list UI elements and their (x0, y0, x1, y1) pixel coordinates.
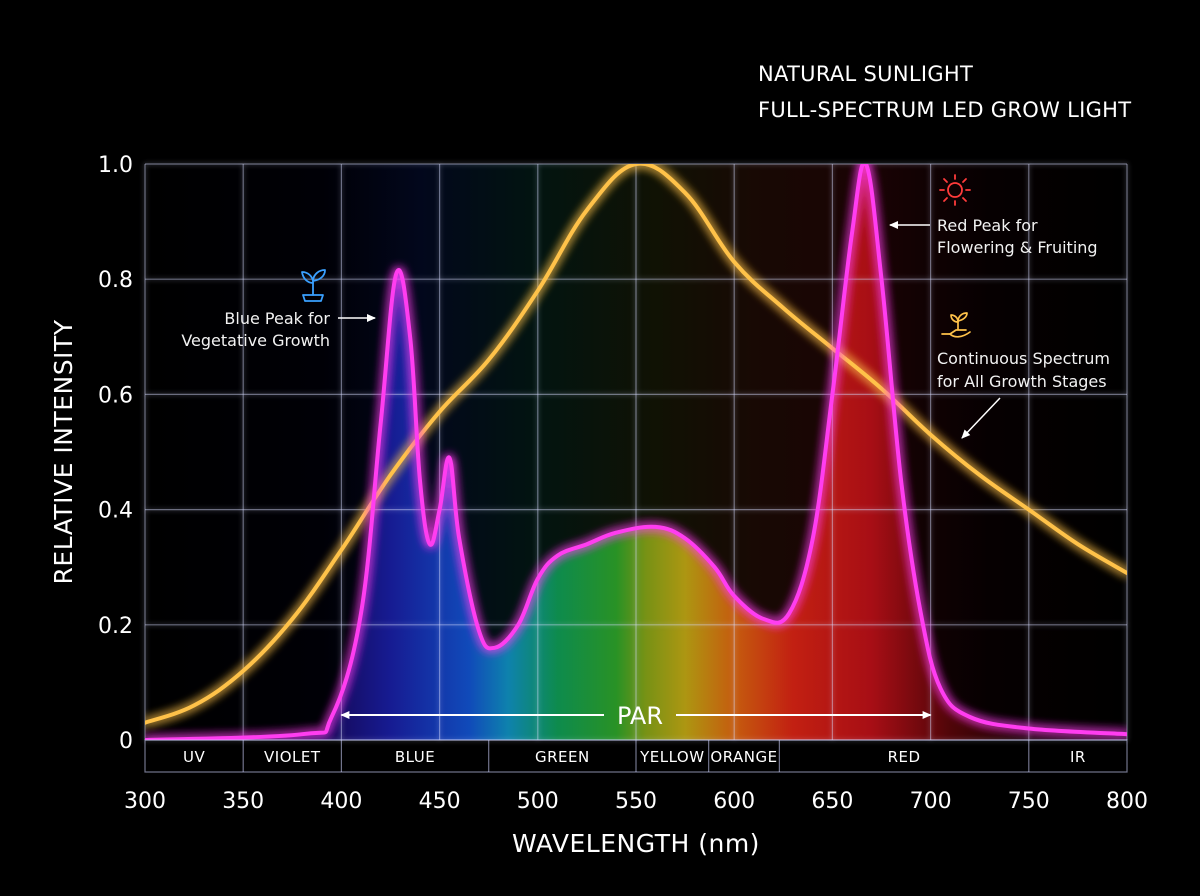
x-tick-label: 350 (222, 789, 264, 814)
led-series-line (145, 164, 1127, 740)
band-label-violet: VIOLET (264, 748, 321, 766)
x-tick-label: 650 (811, 789, 853, 814)
band-label-orange: ORANGE (710, 748, 777, 766)
band-label-ir: IR (1070, 748, 1086, 766)
band-label-blue: BLUE (395, 748, 435, 766)
annotation-continuous: Continuous Spectrum for All Growth Stage… (937, 312, 1110, 439)
x-tick-label: 800 (1106, 789, 1148, 814)
annotation-continuous-line-2: for All Growth Stages (937, 372, 1107, 391)
annotation-continuous-line-1: Continuous Spectrum (937, 349, 1110, 368)
annotation-blue-line-2: Vegetative Growth (181, 331, 330, 350)
seedling-icon (301, 269, 326, 302)
x-tick-label: 450 (419, 789, 461, 814)
band-label-red: RED (888, 748, 921, 766)
annotation-red-peak: Red Peak for Flowering & Fruiting (889, 174, 1098, 257)
legend: NATURAL SUNLIGHT FULL-SPECTRUM LED GROW … (687, 62, 1131, 122)
y-tick-label: 0 (119, 729, 133, 754)
par-label: PAR (617, 702, 663, 730)
y-tick-label: 1.0 (98, 153, 133, 178)
x-tick-label: 550 (615, 789, 657, 814)
band-label-uv: UV (183, 748, 205, 766)
x-axis-title: WAVELENGTH (nm) (512, 829, 760, 858)
y-tick-label: 0.6 (98, 383, 133, 408)
band-strip: UV VIOLET BLUE GREEN YELLOW ORANGE RED IR (144, 739, 1128, 773)
hand-plant-icon (941, 312, 971, 338)
x-tick-label: 600 (713, 789, 755, 814)
legend-label-led: FULL-SPECTRUM LED GROW LIGHT (758, 98, 1131, 122)
annotation-blue-peak: Blue Peak for Vegetative Growth (181, 269, 376, 350)
par-range: PAR (340, 702, 932, 730)
y-tick-label: 0.8 (98, 268, 133, 293)
y-tick-label: 0.2 (98, 614, 133, 639)
annotation-red-line-2: Flowering & Fruiting (937, 238, 1098, 257)
sunlight-series-line (145, 164, 1127, 725)
sun-icon (939, 174, 971, 206)
x-tick-labels: 300 350 400 450 500 550 600 650 700 750 800 (124, 789, 1148, 814)
led-spectrum-area (145, 164, 1127, 740)
y-axis-title: RELATIVE INTENSITY (49, 319, 78, 584)
band-label-yellow: YELLOW (639, 748, 704, 766)
band-label-green: GREEN (535, 748, 590, 766)
x-tick-label: 750 (1008, 789, 1050, 814)
x-tick-label: 300 (124, 789, 166, 814)
annotation-continuous-arrow (961, 397, 1001, 439)
legend-label-sunlight: NATURAL SUNLIGHT (758, 62, 973, 86)
annotation-red-line-1: Red Peak for (937, 216, 1038, 235)
x-tick-label: 500 (517, 789, 559, 814)
y-tick-labels: 0 0.2 0.4 0.6 0.8 1.0 (98, 153, 133, 754)
y-tick-label: 0.4 (98, 499, 133, 524)
x-tick-label: 400 (320, 789, 362, 814)
annotation-blue-line-1: Blue Peak for (224, 309, 330, 328)
x-tick-label: 700 (910, 789, 952, 814)
series-layer (145, 164, 1127, 740)
